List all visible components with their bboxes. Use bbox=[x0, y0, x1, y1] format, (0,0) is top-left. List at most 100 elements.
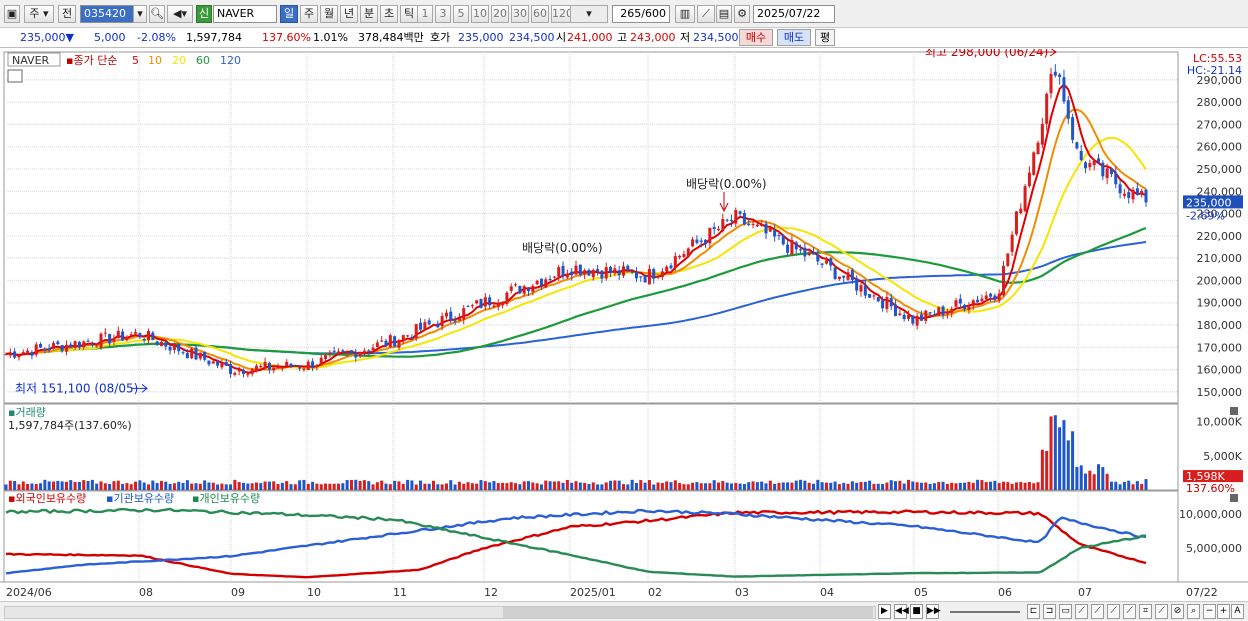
candle-type-icon[interactable]: ▥ bbox=[675, 5, 695, 23]
tool-3-icon[interactable]: ▭ bbox=[1059, 604, 1072, 619]
candle-body bbox=[129, 334, 133, 336]
prev-button[interactable]: 전 bbox=[58, 5, 76, 23]
sound-icon[interactable]: ◀▾ bbox=[167, 5, 193, 23]
eval-button[interactable]: 평 bbox=[815, 29, 835, 46]
candle-body bbox=[790, 239, 794, 255]
period-button-6[interactable]: 틱 bbox=[400, 5, 418, 23]
candle-body bbox=[384, 340, 388, 346]
minute-button-60[interactable]: 60 bbox=[531, 5, 549, 23]
scrollbar-thumb[interactable] bbox=[503, 607, 873, 618]
tool-1-icon[interactable]: ⊏ bbox=[1027, 604, 1040, 619]
volume-bar bbox=[112, 481, 116, 490]
stock-code-input[interactable]: 035420 bbox=[80, 5, 146, 23]
volume-bar bbox=[583, 482, 587, 490]
candle-body bbox=[483, 297, 487, 307]
candle-body bbox=[13, 351, 17, 358]
period-button-5[interactable]: 초 bbox=[380, 5, 398, 23]
search-zoom-icon[interactable]: ⌕ bbox=[1187, 604, 1200, 619]
period-button-2[interactable]: 월 bbox=[320, 5, 338, 23]
candle-body bbox=[349, 350, 353, 352]
tool-10-icon[interactable]: ⊘ bbox=[1171, 604, 1184, 619]
minute-button-30[interactable]: 30 bbox=[511, 5, 529, 23]
code-dropdown-icon[interactable]: ▾ bbox=[133, 5, 147, 23]
volume-bar bbox=[868, 480, 872, 490]
period-button-1[interactable]: 주 bbox=[300, 5, 318, 23]
x-tick-label: 07 bbox=[1078, 586, 1092, 599]
zoom-slider[interactable] bbox=[950, 611, 1020, 613]
candle-body bbox=[794, 242, 798, 250]
candle-body bbox=[721, 219, 725, 232]
candle-body bbox=[401, 335, 405, 341]
tool-4-icon[interactable]: ⟋ bbox=[1075, 604, 1088, 619]
candle-body bbox=[945, 311, 949, 314]
period-button-4[interactable]: 분 bbox=[360, 5, 378, 23]
volume-bar bbox=[738, 483, 742, 490]
candle-body bbox=[1109, 168, 1113, 174]
market-type-select[interactable]: 주 ▾ bbox=[24, 5, 54, 23]
candle-body bbox=[319, 357, 323, 365]
volume-bar bbox=[626, 484, 630, 490]
draw-tool-icon[interactable]: ⟋ bbox=[697, 5, 715, 23]
tool-2-icon[interactable]: ⊐ bbox=[1043, 604, 1056, 619]
font-size-icon[interactable]: A bbox=[1231, 604, 1244, 619]
scroll-right-icon[interactable]: ▶ bbox=[878, 604, 891, 619]
tool-5-icon[interactable]: ⟋ bbox=[1091, 604, 1104, 619]
stock-name-field[interactable]: NAVER bbox=[213, 5, 277, 23]
volume-bar bbox=[220, 483, 224, 490]
first-icon[interactable]: ◀◀ bbox=[894, 604, 909, 619]
volume-bar bbox=[483, 481, 487, 490]
volume-bar bbox=[444, 483, 448, 490]
volume-bar bbox=[1001, 481, 1006, 490]
minute-button-120[interactable]: 120 bbox=[551, 5, 573, 23]
minute-button-5[interactable]: 5 bbox=[453, 5, 469, 23]
volume-bar bbox=[86, 481, 90, 490]
sell-button[interactable]: 매도 bbox=[777, 29, 811, 46]
data-count-field[interactable]: 265/600 bbox=[612, 5, 670, 23]
candle-body bbox=[1062, 77, 1066, 102]
layout-icon[interactable]: ▣ bbox=[4, 5, 20, 23]
candle-body bbox=[332, 350, 336, 352]
candle-body bbox=[233, 372, 237, 375]
tool-7-icon[interactable]: ⟋ bbox=[1123, 604, 1136, 619]
custom-period-select[interactable]: ▾ bbox=[570, 5, 608, 23]
volume-bar bbox=[121, 484, 125, 490]
volume-bar bbox=[941, 481, 945, 490]
stop-icon[interactable]: ■ bbox=[910, 604, 923, 619]
period-button-0[interactable]: 일 bbox=[280, 5, 298, 23]
gear-icon[interactable]: ⚙ bbox=[734, 5, 750, 23]
minute-button-3[interactable]: 3 bbox=[435, 5, 451, 23]
candle-body bbox=[103, 332, 107, 334]
tool-8-icon[interactable]: ⌗ bbox=[1139, 604, 1152, 619]
x-axis-area bbox=[0, 582, 1248, 601]
low-annotation: 최저 151,100 (08/05) bbox=[15, 381, 138, 395]
scrollbar-track[interactable] bbox=[4, 606, 876, 619]
volume-bar bbox=[233, 479, 237, 490]
buy-button[interactable]: 매수 bbox=[739, 29, 773, 46]
legend-ma-60: 60 bbox=[196, 54, 210, 67]
minute-button-20[interactable]: 20 bbox=[491, 5, 509, 23]
volume-bar bbox=[103, 483, 107, 490]
last-icon[interactable]: ▶▶ bbox=[926, 604, 941, 619]
price-tick-label: 160,000 bbox=[1197, 364, 1243, 377]
search-icon[interactable]: 🔍︎ bbox=[149, 5, 165, 23]
volume-bar bbox=[906, 479, 911, 490]
zoom-in-icon[interactable]: + bbox=[1217, 604, 1230, 619]
minute-button-10[interactable]: 10 bbox=[471, 5, 489, 23]
period-button-3[interactable]: 년 bbox=[340, 5, 358, 23]
volume-bar bbox=[138, 480, 142, 490]
stock-chart[interactable]: 290,000 280,000 270,000 260,000 250,000 240,0… bbox=[0, 49, 1248, 601]
date-field[interactable]: 2025/07/22 bbox=[753, 5, 835, 23]
volume-bar bbox=[950, 482, 954, 490]
save-icon[interactable]: ▤ bbox=[716, 5, 732, 23]
zoom-out-icon[interactable]: − bbox=[1203, 604, 1216, 619]
tool-6-icon[interactable]: ⟋ bbox=[1107, 604, 1120, 619]
tool-9-icon[interactable]: ⟋ bbox=[1155, 604, 1168, 619]
new-badge[interactable]: 신 bbox=[196, 5, 212, 23]
volume-bar bbox=[332, 483, 336, 490]
minute-button-1[interactable]: 1 bbox=[417, 5, 433, 23]
candle-body bbox=[777, 234, 781, 236]
volume-bar bbox=[43, 479, 47, 490]
dividend-annotation-1: 배당락(0.00%) bbox=[522, 241, 603, 255]
candle-body bbox=[876, 297, 880, 302]
